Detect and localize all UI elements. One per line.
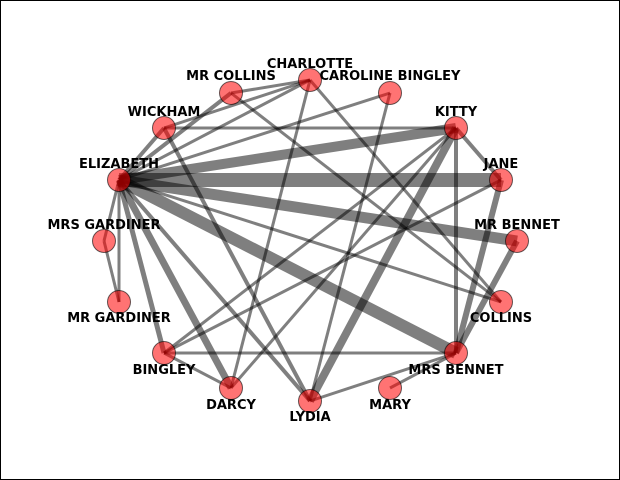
node-charlotte	[298, 68, 322, 92]
node-label-wickham: WICKHAM	[128, 105, 201, 120]
node-label-elizabeth: ELIZABETH	[79, 157, 159, 172]
edge-elizabeth-mr-bennet	[118, 174, 518, 247]
edge-bingley-darcy	[163, 351, 232, 390]
node-label-bingley: BINGLEY	[133, 363, 196, 378]
edges-layer	[102, 78, 520, 403]
node-label-darcy: DARCY	[206, 398, 256, 413]
edge-kitty-bingley	[163, 126, 457, 355]
edge-wickham-lydia	[162, 127, 312, 402]
node-kitty	[444, 116, 468, 140]
node-label-mrs-gardiner: MRS GARDINER	[48, 218, 161, 233]
node-mr-gardiner	[107, 290, 131, 314]
edge-elizabeth-mrs-bennet	[116, 174, 459, 359]
node-collins	[489, 290, 513, 314]
node-label-jane: JANE	[483, 157, 519, 172]
edge-charlotte-darcy	[229, 79, 312, 389]
node-mr-collins	[219, 81, 243, 105]
edge-jane-bingley	[163, 178, 502, 355]
edge-caroline-bingley-elizabeth	[118, 91, 391, 182]
node-label-kitty: KITTY	[435, 105, 478, 120]
edge-charlotte-mr-collins	[230, 78, 311, 95]
edge-kitty-lydia	[306, 126, 460, 403]
node-caroline-bingley	[378, 81, 402, 105]
edge-charlotte-wickham	[163, 78, 311, 130]
node-label-caroline-bingley: CAROLINE BINGLEY	[320, 69, 462, 84]
edge-kitty-darcy	[229, 127, 458, 389]
node-label-mr-collins: MR COLLINS	[186, 69, 276, 84]
node-mrs-gardiner	[92, 229, 116, 253]
edge-mr-bennet-mrs-bennet	[453, 239, 520, 355]
node-bingley	[152, 341, 176, 365]
node-label-mr-gardiner: MR GARDINER	[67, 311, 171, 326]
node-label-charlotte: CHARLOTTE	[267, 57, 353, 72]
node-label-lydia: LYDIA	[289, 410, 330, 425]
node-label-mrs-bennet: MRS BENNET	[408, 363, 503, 378]
node-label-collins: COLLINS	[470, 311, 532, 326]
nodes-layer	[92, 68, 529, 413]
node-darcy	[219, 376, 243, 400]
edge-elizabeth-lydia	[117, 178, 312, 403]
node-jane	[489, 168, 513, 192]
edge-charlotte-collins	[308, 79, 503, 303]
edge-mr-collins-collins	[230, 91, 502, 304]
edge-elizabeth-bingley	[116, 179, 167, 354]
node-lydia	[298, 389, 322, 413]
edge-elizabeth-mr-collins	[117, 91, 233, 182]
edge-mrs-bennet-mary	[389, 351, 457, 390]
node-mrs-bennet	[444, 341, 468, 365]
node-label-mary: MARY	[369, 398, 411, 413]
edge-elizabeth-kitty	[118, 123, 457, 185]
edge-caroline-bingley-lydia	[308, 92, 392, 402]
node-elizabeth	[107, 168, 131, 192]
node-mary	[378, 376, 402, 400]
edge-jane-mrs-bennet	[453, 179, 504, 354]
node-mr-bennet	[505, 229, 529, 253]
node-label-mr-bennet: MR BENNET	[474, 218, 560, 233]
edge-elizabeth-charlotte	[118, 78, 311, 182]
edge-mrs-bennet-lydia	[309, 351, 457, 403]
node-wickham	[152, 116, 176, 140]
